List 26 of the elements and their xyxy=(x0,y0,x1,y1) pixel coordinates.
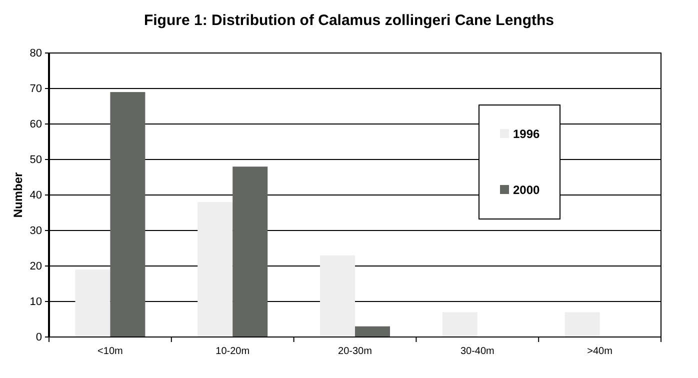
y-tick-label: 30 xyxy=(30,225,42,238)
y-tick-label: 20 xyxy=(30,260,42,273)
legend-label: 2000 xyxy=(513,183,540,197)
bar xyxy=(320,255,355,337)
x-tick-label: 10-20m xyxy=(216,346,250,357)
x-tick-label: <10m xyxy=(98,346,123,357)
chart-title: Figure 1: Distribution of Calamus zollingeri Cane Lengths xyxy=(144,12,554,29)
x-tick-label: >40m xyxy=(587,346,612,357)
y-tick-label: 40 xyxy=(30,190,42,202)
y-tick-label: 10 xyxy=(30,296,42,308)
y-tick-label: 0 xyxy=(36,332,42,344)
x-tick-label: 20-30m xyxy=(338,346,372,357)
y-tick-label: 50 xyxy=(30,154,42,166)
bar xyxy=(198,202,233,337)
y-tick-label: 80 xyxy=(30,48,42,60)
x-tick-label: 30-40m xyxy=(460,346,494,357)
bar xyxy=(355,326,390,337)
bar xyxy=(442,312,478,337)
bar xyxy=(564,312,600,337)
y-tick-label: 70 xyxy=(30,83,42,96)
y-axis-title: Number xyxy=(11,172,25,218)
legend-label: 1996 xyxy=(513,127,540,141)
bar xyxy=(232,166,268,337)
y-tick-label: 60 xyxy=(30,118,42,131)
bar xyxy=(75,270,110,337)
bar xyxy=(110,92,146,337)
